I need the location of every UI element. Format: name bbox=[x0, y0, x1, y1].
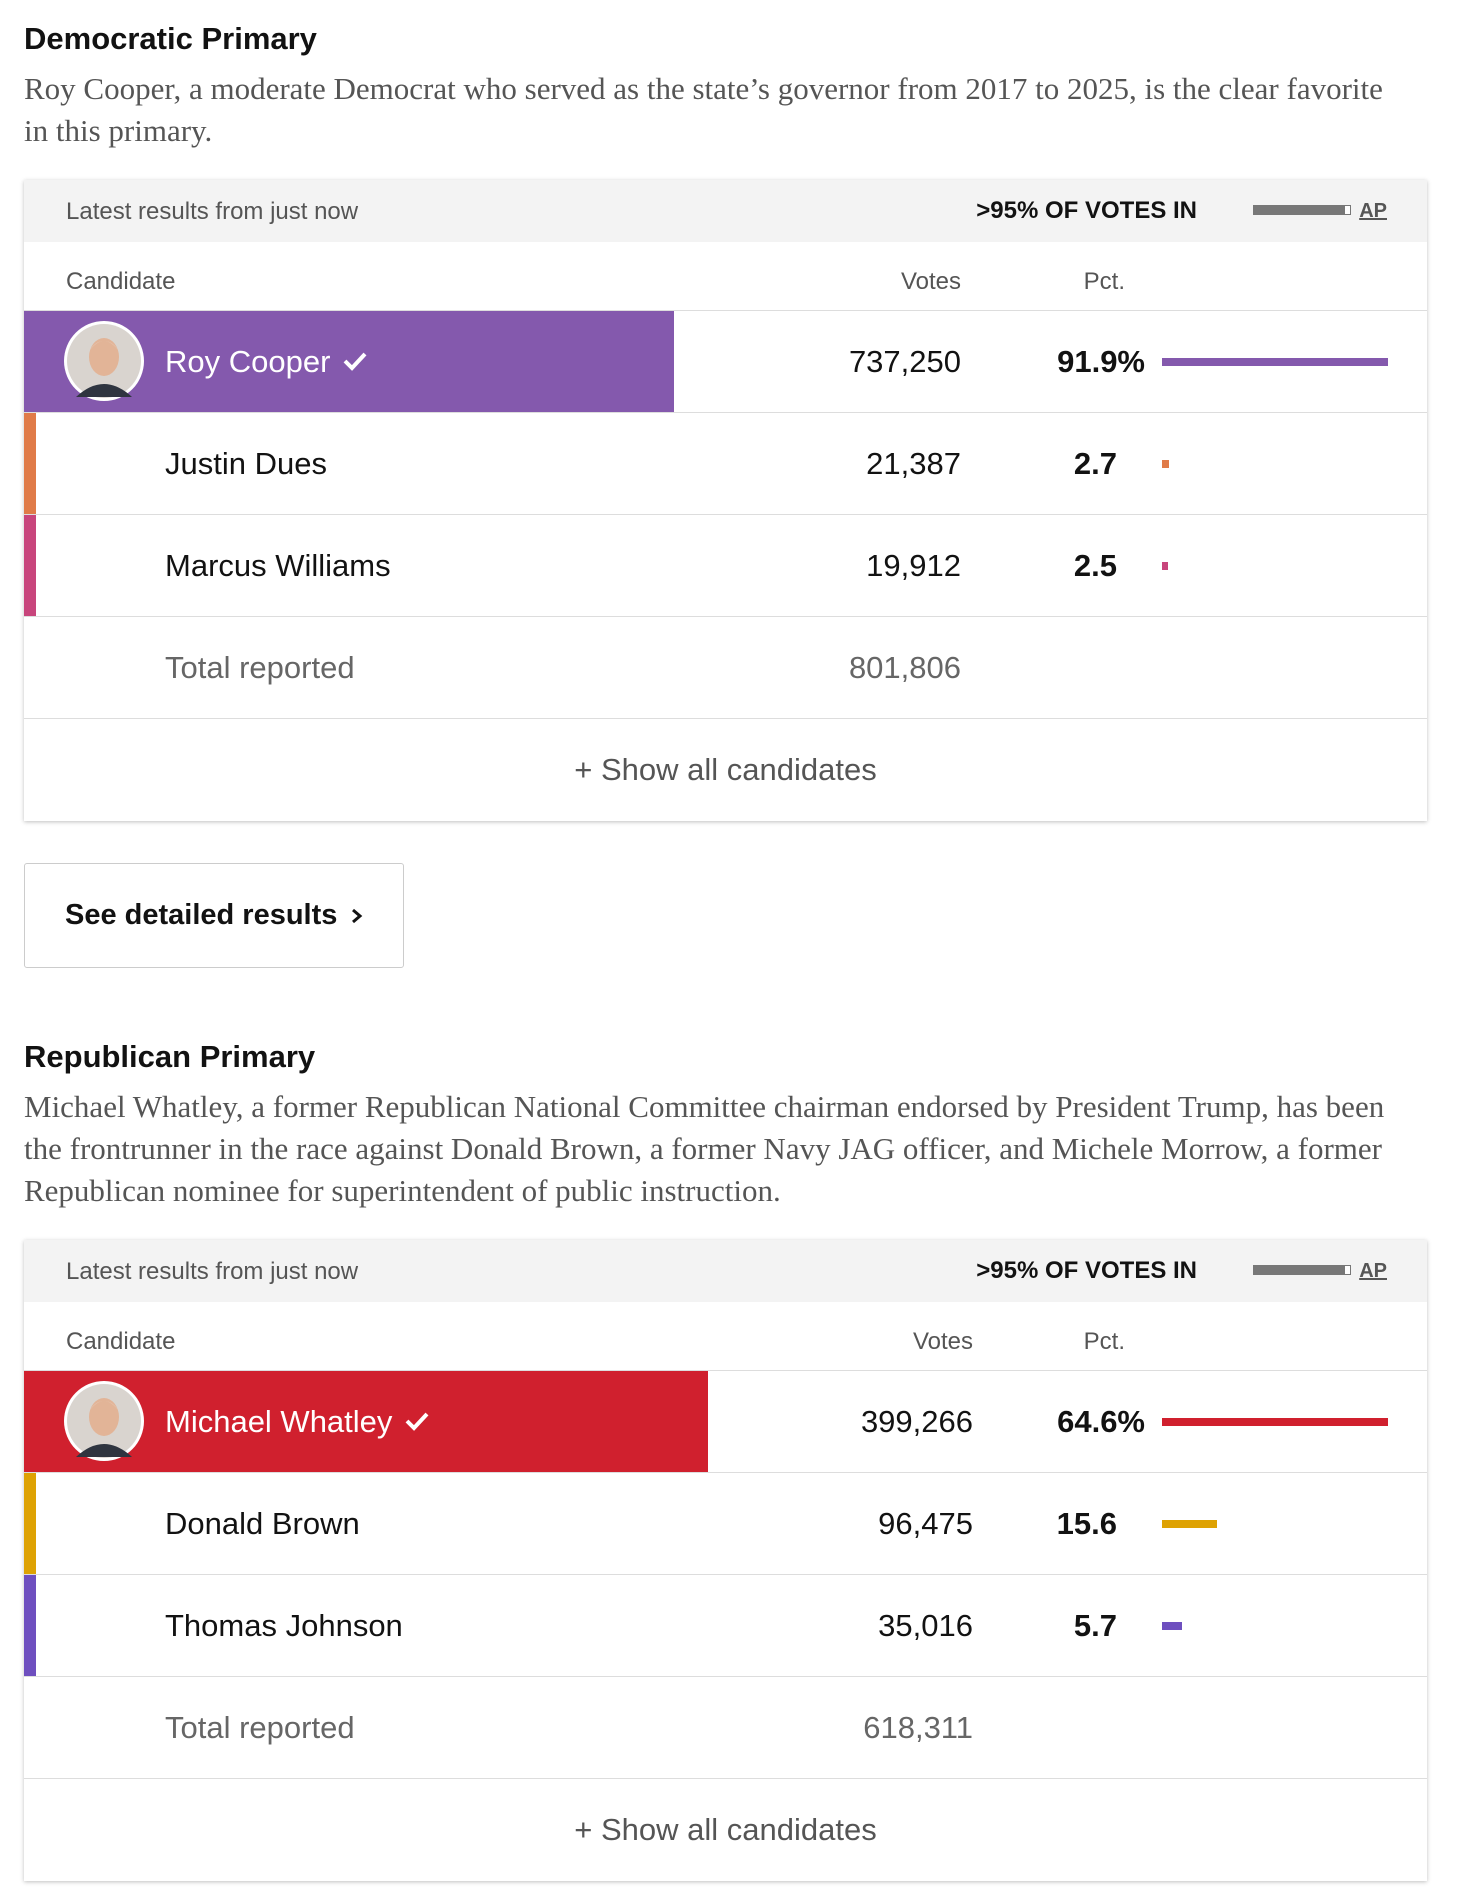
candidate-pct: 5.7 bbox=[1073, 1608, 1117, 1643]
candidate-row: Roy Cooper 737,250 91.9% bbox=[24, 311, 1427, 413]
votes-header: Votes bbox=[912, 1328, 973, 1355]
total-votes: 618,311 bbox=[863, 1710, 973, 1745]
candidate-photo bbox=[64, 1381, 144, 1461]
candidate-header: Candidate bbox=[66, 1328, 176, 1355]
candidate-pct: 91.9% bbox=[1057, 344, 1145, 379]
candidate-row: Donald Brown 96,475 15.6 bbox=[24, 1473, 1427, 1575]
reporting-status: >95% OF VOTES IN bbox=[976, 1257, 1197, 1284]
results-table: Latest results from just now >95% OF VOTE… bbox=[24, 1240, 1427, 1881]
candidate-pct: 2.5 bbox=[1073, 548, 1117, 583]
results-header: Latest results from just now >95% OF VOTE… bbox=[24, 180, 1427, 242]
results-header: Latest results from just now >95% OF VOTE… bbox=[24, 1240, 1427, 1302]
reporting-bar bbox=[1253, 1265, 1351, 1275]
pct-bar bbox=[1162, 1418, 1388, 1426]
candidate-pct: 15.6 bbox=[1056, 1506, 1117, 1541]
show-all-candidates[interactable]: + Show all candidates bbox=[574, 1812, 877, 1847]
latest-results: Latest results from just now bbox=[66, 1258, 359, 1285]
race-description: Michael Whatley, a former Republican Nat… bbox=[24, 1089, 1385, 1208]
candidate-votes: 399,266 bbox=[860, 1404, 973, 1439]
race-title: Republican Primary bbox=[24, 1039, 316, 1074]
candidate-votes: 737,250 bbox=[848, 344, 961, 379]
chevron bbox=[352, 908, 363, 923]
pct-header: Pct. bbox=[1083, 1328, 1125, 1355]
candidate-name: Thomas Johnson bbox=[165, 1608, 403, 1643]
race: Republican Primary Michael Whatley, a for… bbox=[24, 1038, 1450, 1881]
pct-bar bbox=[1162, 1622, 1182, 1630]
column-headers: Candidate Votes Pct. bbox=[24, 242, 1427, 311]
winner-check bbox=[344, 352, 367, 371]
total-row: Total reported 801,806 bbox=[24, 617, 1427, 719]
latest-results: Latest results from just now bbox=[66, 198, 359, 225]
reporting-status: >95% OF VOTES IN bbox=[976, 197, 1197, 224]
votes-header: Votes bbox=[900, 268, 961, 295]
candidate-row: Marcus Williams 19,912 2.5 bbox=[24, 515, 1427, 617]
candidate-photo bbox=[64, 321, 144, 401]
candidate-name: Michael Whatley bbox=[165, 1404, 430, 1440]
candidate-votes: 21,387 bbox=[866, 446, 961, 481]
candidate-row: Thomas Johnson 35,016 5.7 bbox=[24, 1575, 1427, 1677]
total-label: Total reported bbox=[165, 1710, 355, 1745]
pct-bar bbox=[1162, 358, 1388, 366]
source-link[interactable]: AP bbox=[1359, 1260, 1387, 1282]
candidate-votes: 35,016 bbox=[878, 1608, 973, 1643]
total-votes: 801,806 bbox=[848, 650, 961, 685]
candidate-pct: 2.7 bbox=[1073, 446, 1117, 481]
total-row: Total reported 618,311 bbox=[24, 1677, 1427, 1779]
pct-bar bbox=[1162, 562, 1169, 570]
reporting-bar-rest bbox=[1345, 206, 1350, 214]
total-label: Total reported bbox=[165, 650, 355, 685]
candidate-header: Candidate bbox=[66, 268, 176, 295]
candidate-votes: 19,912 bbox=[866, 548, 961, 583]
candidate-votes: 96,475 bbox=[878, 1506, 973, 1541]
candidate-name: Donald Brown bbox=[165, 1506, 360, 1541]
candidate-name: Marcus Williams bbox=[165, 548, 391, 583]
detailed-results-button[interactable]: See detailed results bbox=[24, 863, 404, 968]
show-all-candidates[interactable]: + Show all candidates bbox=[574, 752, 877, 787]
winner-check bbox=[406, 1412, 429, 1431]
candidate-row: Michael Whatley 399,266 64.6% bbox=[24, 1371, 1427, 1473]
pct-bar bbox=[1162, 1520, 1217, 1528]
race: Democratic Primary Roy Cooper, a moderate… bbox=[24, 20, 1450, 968]
source-link[interactable]: AP bbox=[1359, 200, 1387, 222]
pct-header: Pct. bbox=[1083, 268, 1125, 295]
candidate-name: Justin Dues bbox=[165, 446, 327, 481]
results-table: Latest results from just now >95% OF VOTE… bbox=[24, 180, 1427, 821]
color-stripe bbox=[24, 1575, 36, 1676]
race-title: Democratic Primary bbox=[24, 21, 317, 56]
color-stripe bbox=[24, 413, 36, 514]
color-stripe bbox=[24, 1473, 36, 1574]
candidate-row: Justin Dues 21,387 2.7 bbox=[24, 413, 1427, 515]
candidate-pct: 64.6% bbox=[1057, 1404, 1145, 1439]
candidate-name: Roy Cooper bbox=[165, 344, 368, 380]
color-stripe bbox=[24, 515, 36, 616]
race-description: Roy Cooper, a moderate Democrat who serv… bbox=[24, 71, 1383, 148]
pct-bar bbox=[1162, 460, 1169, 468]
reporting-bar bbox=[1253, 205, 1351, 215]
reporting-bar-rest bbox=[1345, 1266, 1350, 1274]
page: Democratic Primary Roy Cooper, a moderate… bbox=[0, 20, 1474, 1881]
column-headers: Candidate Votes Pct. bbox=[24, 1302, 1427, 1371]
